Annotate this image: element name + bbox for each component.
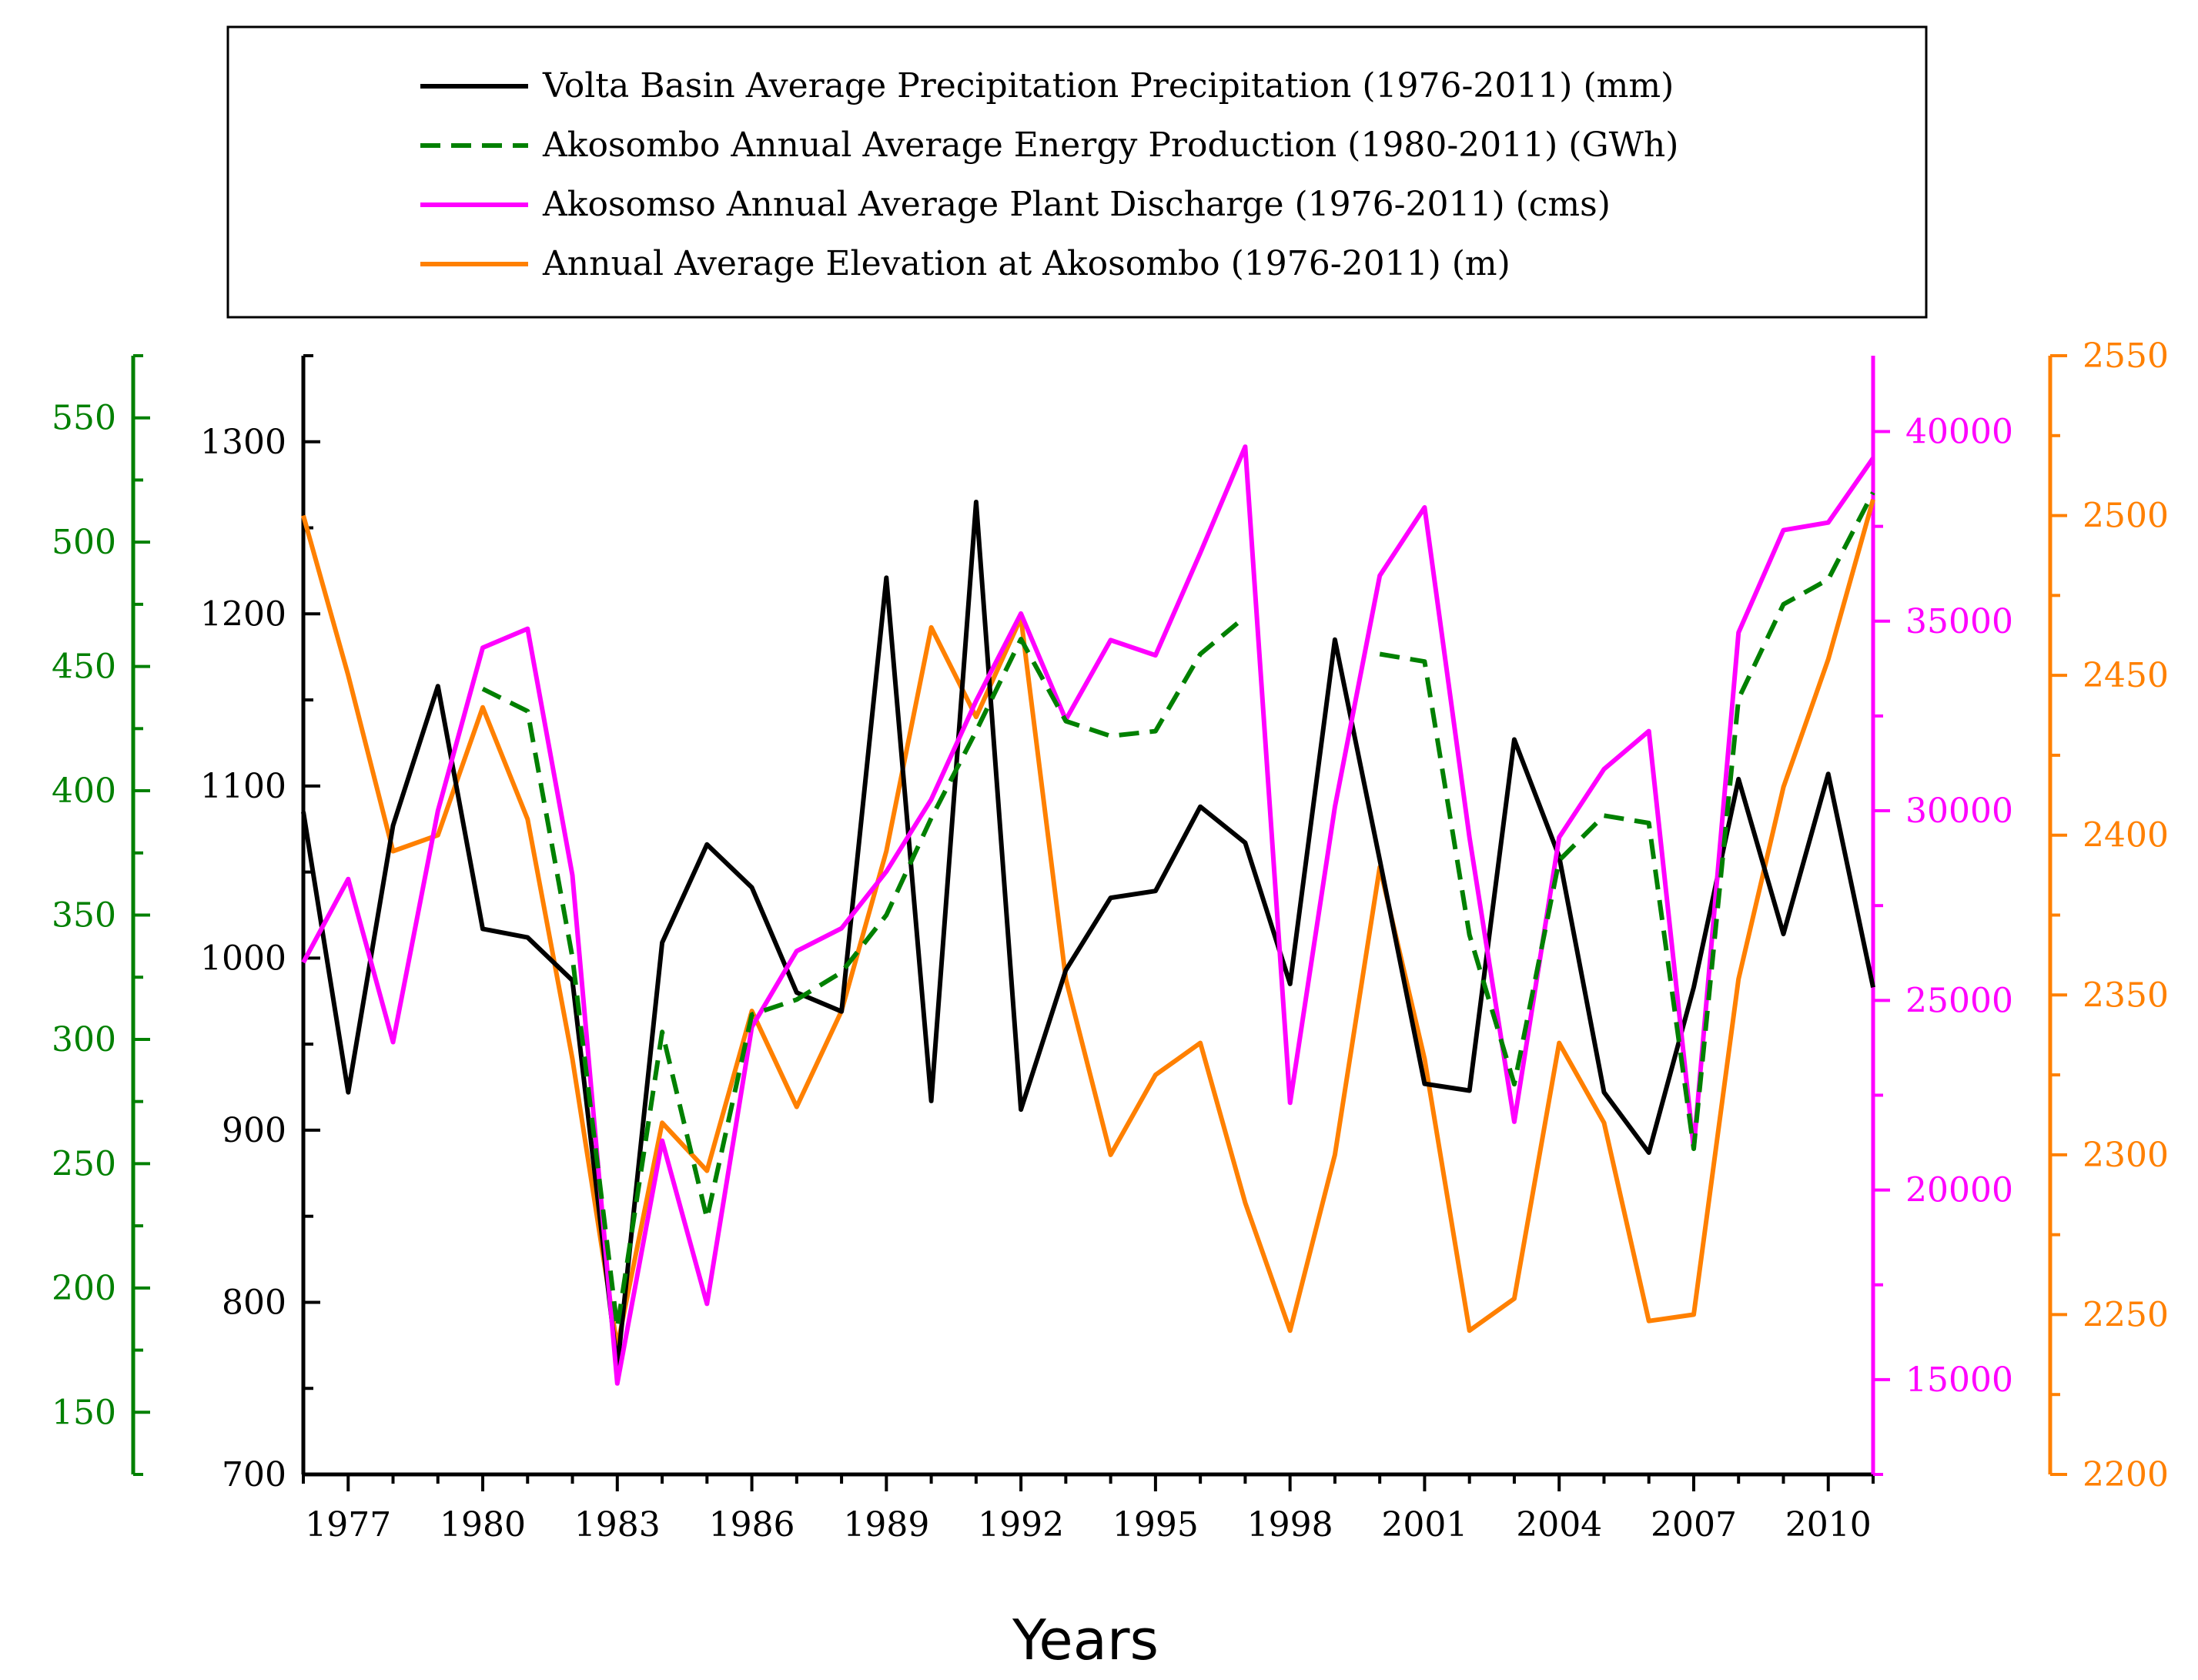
legend-label-discharge: Akosomso Annual Average Plant Discharge … <box>542 185 1611 224</box>
green-y-tick-label: 200 <box>52 1269 116 1308</box>
orange-y-tick-label: 2400 <box>2083 816 2169 855</box>
legend: Volta Basin Average Precipitation Precip… <box>226 25 1928 319</box>
x-tick-label: 1983 <box>574 1505 661 1544</box>
black-y-tick-label: 1100 <box>200 767 286 806</box>
legend-label-elevation: Annual Average Elevation at Akosombo (19… <box>542 244 1510 283</box>
black-y-tick-label: 1300 <box>200 423 286 462</box>
series <box>301 444 1875 1386</box>
orange-y-tick-label: 2350 <box>2083 976 2169 1015</box>
x-tick-label: 2001 <box>1381 1505 1467 1544</box>
green-y-tick-label: 450 <box>52 648 116 687</box>
green-y-tick-label: 500 <box>52 523 116 562</box>
magenta-y-tick-label: 35000 <box>1905 602 2013 641</box>
orange-y-tick-label: 2300 <box>2083 1136 2169 1175</box>
x-tick-label: 2010 <box>1785 1505 1872 1544</box>
magenta-y-tick-label: 25000 <box>1905 981 2013 1020</box>
series-line-orange <box>301 498 1875 1349</box>
x-tick-label: 1989 <box>843 1505 929 1544</box>
green-y-tick-label: 550 <box>52 399 116 438</box>
x-tick-label: 1980 <box>440 1505 526 1544</box>
magenta-y-tick-label: 15000 <box>1905 1360 2013 1400</box>
orange-y-tick-label: 2250 <box>2083 1295 2169 1334</box>
green-y-tick-label: 400 <box>52 771 116 811</box>
black-y-tick-label: 700 <box>222 1455 286 1494</box>
legend-label-precipitation: Volta Basin Average Precipitation Precip… <box>542 66 1674 105</box>
green-y-tick-label: 300 <box>52 1020 116 1059</box>
x-tick-label: 1986 <box>709 1505 795 1544</box>
orange-y-tick-label: 2450 <box>2083 656 2169 695</box>
orange-y-tick-label: 2200 <box>2083 1455 2169 1494</box>
green-y-tick-label: 350 <box>52 896 116 935</box>
black-y-tick-label: 1000 <box>200 939 286 978</box>
magenta-y-tick-label: 40000 <box>1905 413 2013 452</box>
black-y-tick-label: 800 <box>222 1283 286 1322</box>
legend-label-energy: Akosombo Annual Average Energy Productio… <box>542 125 1678 165</box>
x-tick-label: 2007 <box>1651 1505 1737 1544</box>
orange-y-tick-label: 2550 <box>2083 336 2169 376</box>
orange-y-tick-label: 2500 <box>2083 497 2169 536</box>
series-line-black <box>301 500 1875 1370</box>
x-tick-label: 2004 <box>1516 1505 1602 1544</box>
series-line-green <box>481 614 1247 1330</box>
series-line-magenta <box>301 444 1875 1386</box>
green-y-tick-label: 250 <box>52 1144 116 1183</box>
legend-box <box>226 25 1928 319</box>
x-tick-label: 1992 <box>978 1505 1064 1544</box>
black-y-tick-label: 1200 <box>200 594 286 634</box>
x-tick-label: 1998 <box>1247 1505 1333 1544</box>
axes: 1977 1980 1983 1986 1989 1992 1995 1998 2001 2004… <box>52 336 2169 1544</box>
x-axis-title: Years <box>1012 1608 1159 1672</box>
series-line-green <box>1379 491 1875 1151</box>
x-tick-label: 1977 <box>305 1505 391 1544</box>
magenta-y-tick-label: 30000 <box>1905 791 2013 831</box>
x-tick-label: 1995 <box>1112 1505 1199 1544</box>
green-y-tick-label: 150 <box>52 1393 116 1432</box>
magenta-y-tick-label: 20000 <box>1905 1171 2013 1210</box>
black-y-tick-label: 900 <box>222 1111 286 1150</box>
